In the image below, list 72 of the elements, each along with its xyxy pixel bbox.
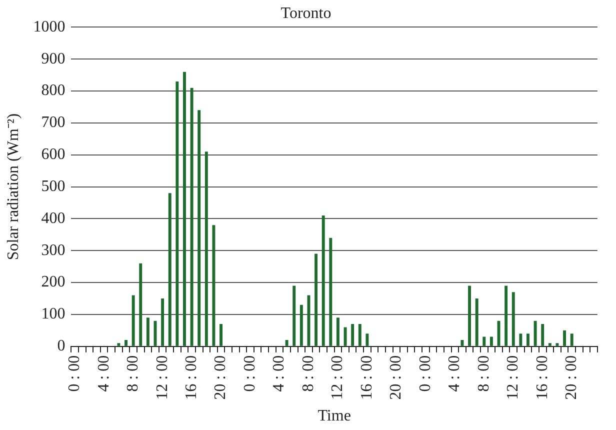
bar (512, 292, 515, 346)
bar (139, 263, 142, 346)
bar (176, 81, 179, 346)
x-tick-label: 16 : 00 (534, 355, 551, 400)
bar (183, 72, 186, 346)
x-tick-label: 8 : 00 (475, 355, 492, 392)
x-axis-title: Time (318, 408, 351, 425)
bar (300, 304, 303, 346)
bar (482, 336, 486, 346)
bar (117, 343, 120, 346)
y-tick-label: 500 (41, 178, 66, 195)
x-tick-label: 12 : 00 (329, 355, 346, 400)
y-tick-label: 100 (41, 306, 66, 323)
bar (570, 334, 574, 346)
bar (285, 340, 288, 346)
x-tick-label: 16 : 00 (358, 355, 376, 400)
y-tick-label: 400 (41, 210, 66, 227)
x-tick-label: 4 : 00 (95, 355, 112, 392)
bar (292, 286, 296, 346)
bar (460, 340, 464, 346)
bar (534, 320, 537, 346)
x-tick-label: 4 : 00 (270, 355, 288, 392)
bar (190, 88, 194, 346)
bar (204, 152, 208, 346)
y-tick-label: 300 (41, 242, 66, 259)
bar (161, 298, 164, 346)
bar (329, 238, 332, 346)
bar (556, 343, 559, 346)
bar (212, 225, 216, 346)
x-tick-label: 8 : 00 (300, 355, 317, 392)
bar (198, 110, 201, 346)
x-tick-label: 4 : 00 (446, 355, 464, 392)
x-tick-label: 0 : 00 (66, 355, 84, 392)
bar (490, 336, 493, 346)
chart-title: Toronto (280, 4, 332, 22)
bar (336, 318, 340, 346)
bar (344, 327, 347, 346)
y-tick-label: 800 (41, 82, 66, 100)
y-tick-label: 1000 (33, 18, 66, 36)
bar (146, 318, 150, 346)
y-tick-label: 700 (41, 114, 66, 132)
bar (475, 298, 478, 346)
bar (468, 286, 472, 346)
y-tick-label: 0 (57, 338, 66, 355)
x-tick-label: 20 : 00 (388, 355, 405, 400)
x-tick-label: 20 : 00 (212, 355, 230, 400)
bar (548, 343, 552, 346)
y-tick-label: 200 (41, 274, 66, 291)
bar (519, 334, 522, 346)
y-tick-label: 600 (41, 146, 66, 164)
bar (563, 330, 566, 346)
x-tick-label: 0 : 00 (241, 355, 258, 392)
x-tick-label: 12 : 00 (504, 355, 522, 400)
bar (526, 334, 530, 346)
x-tick-label: 0 : 00 (416, 355, 434, 392)
bar (351, 324, 354, 346)
bar (168, 193, 172, 346)
bar (358, 324, 362, 346)
bar (220, 324, 223, 346)
x-tick-label: 12 : 00 (154, 355, 171, 400)
y-tick-label: 900 (41, 50, 66, 68)
bar (314, 254, 318, 346)
bar (322, 216, 325, 346)
bar (132, 295, 135, 346)
y-axis-title: Solar radiation (Wm⁻²) (4, 113, 22, 260)
bar (504, 286, 508, 346)
x-tick-label: 16 : 00 (182, 355, 200, 400)
bar (366, 334, 369, 346)
x-tick-label: 8 : 00 (124, 355, 142, 392)
x-tick-label: 20 : 00 (563, 355, 580, 400)
bar (124, 340, 128, 346)
bar (541, 324, 544, 346)
